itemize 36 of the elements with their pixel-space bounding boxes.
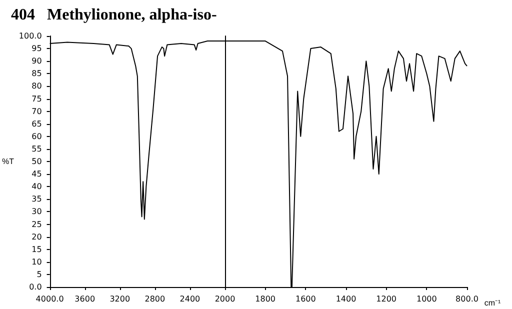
x-tick-label: 1000 bbox=[416, 294, 437, 304]
y-tick-label: 70 bbox=[32, 106, 42, 116]
y-tick-label: 15 bbox=[32, 244, 42, 254]
x-tick-label: 2400 bbox=[180, 294, 200, 304]
y-tick-label: 50 bbox=[32, 157, 42, 166]
y-tick-label: 65 bbox=[32, 119, 42, 128]
y-tick-label: 45 bbox=[32, 170, 42, 179]
y-tick-label: 95 bbox=[32, 44, 42, 54]
x-axis-title: cm⁻¹ bbox=[484, 298, 502, 308]
chart-title: 404 Methylionone, alpha-iso- bbox=[11, 6, 217, 24]
y-tick-label: 75 bbox=[32, 94, 42, 104]
x-tick-label: 1600 bbox=[295, 294, 316, 304]
x-tick-label: 1800 bbox=[255, 294, 276, 304]
y-tick-label: 90 bbox=[32, 56, 42, 66]
x-tick-label: 800.0 bbox=[456, 294, 478, 304]
x-tick-label: 2800 bbox=[144, 294, 166, 304]
y-tick-label: 0.0 bbox=[29, 282, 42, 292]
y-tick-label: 40 bbox=[32, 182, 42, 192]
x-tick-label: 1400 bbox=[336, 294, 356, 304]
y-tick-label: 85 bbox=[32, 69, 42, 78]
y-tick-label: 10 bbox=[32, 257, 42, 266]
y-tick-label: 35 bbox=[32, 194, 42, 204]
y-tick-label: 100.0 bbox=[18, 32, 42, 40]
y-tick-label: 80 bbox=[32, 82, 42, 91]
x-tick-label: 4000.0 bbox=[36, 294, 64, 304]
y-axis-title: %T bbox=[2, 157, 14, 166]
x-tick-label: 3200 bbox=[110, 294, 130, 304]
x-tick-label: 2000 bbox=[214, 294, 236, 304]
y-tick-label: 20 bbox=[32, 232, 42, 242]
y-tick-label: 55 bbox=[32, 144, 42, 154]
y-tick-label: 5 bbox=[36, 270, 42, 279]
x-tick-label: 1200 bbox=[376, 294, 397, 304]
y-tick-label: 60 bbox=[32, 132, 42, 141]
y-tick-label: 25 bbox=[32, 220, 42, 229]
x-tick-label: 3600 bbox=[74, 294, 96, 304]
y-tick-label: 30 bbox=[32, 207, 42, 216]
